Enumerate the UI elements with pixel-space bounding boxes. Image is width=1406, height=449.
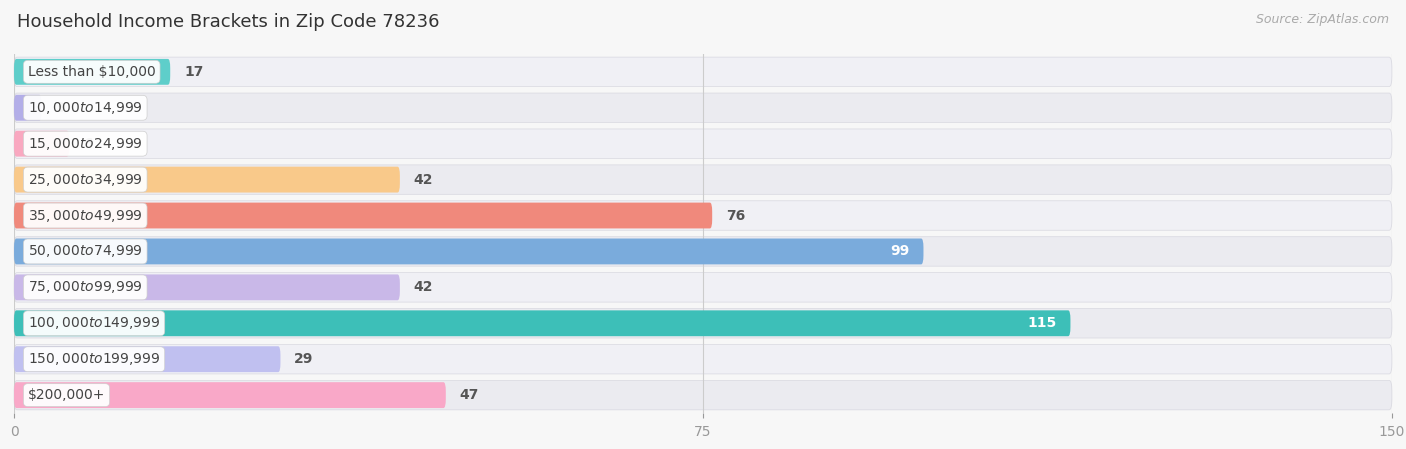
Text: 6: 6 [83, 136, 93, 151]
Text: Household Income Brackets in Zip Code 78236: Household Income Brackets in Zip Code 78… [17, 13, 439, 31]
Text: 42: 42 [413, 280, 433, 295]
FancyBboxPatch shape [14, 238, 924, 264]
Text: Source: ZipAtlas.com: Source: ZipAtlas.com [1256, 13, 1389, 26]
FancyBboxPatch shape [14, 201, 1392, 230]
Text: $50,000 to $74,999: $50,000 to $74,999 [28, 243, 142, 260]
FancyBboxPatch shape [14, 59, 170, 85]
FancyBboxPatch shape [14, 202, 713, 229]
FancyBboxPatch shape [14, 274, 399, 300]
FancyBboxPatch shape [14, 308, 1392, 338]
Text: $10,000 to $14,999: $10,000 to $14,999 [28, 100, 142, 116]
FancyBboxPatch shape [14, 344, 1392, 374]
Text: $15,000 to $24,999: $15,000 to $24,999 [28, 136, 142, 152]
FancyBboxPatch shape [14, 310, 1070, 336]
FancyBboxPatch shape [14, 346, 280, 372]
FancyBboxPatch shape [14, 380, 1392, 410]
Text: $150,000 to $199,999: $150,000 to $199,999 [28, 351, 160, 367]
Text: 99: 99 [890, 244, 910, 259]
Text: 29: 29 [294, 352, 314, 366]
FancyBboxPatch shape [14, 129, 1392, 158]
FancyBboxPatch shape [14, 167, 399, 193]
FancyBboxPatch shape [14, 165, 1392, 194]
Text: 17: 17 [184, 65, 204, 79]
Text: $25,000 to $34,999: $25,000 to $34,999 [28, 172, 142, 188]
FancyBboxPatch shape [14, 57, 1392, 87]
FancyBboxPatch shape [14, 131, 69, 157]
Text: $35,000 to $49,999: $35,000 to $49,999 [28, 207, 142, 224]
FancyBboxPatch shape [14, 95, 42, 121]
FancyBboxPatch shape [14, 237, 1392, 266]
Text: Less than $10,000: Less than $10,000 [28, 65, 156, 79]
Text: 3: 3 [55, 101, 65, 115]
Text: 47: 47 [460, 388, 479, 402]
Text: $100,000 to $149,999: $100,000 to $149,999 [28, 315, 160, 331]
Text: $200,000+: $200,000+ [28, 388, 105, 402]
FancyBboxPatch shape [14, 273, 1392, 302]
Text: 115: 115 [1028, 316, 1057, 330]
Text: $75,000 to $99,999: $75,000 to $99,999 [28, 279, 142, 295]
FancyBboxPatch shape [14, 93, 1392, 123]
Text: 76: 76 [725, 208, 745, 223]
FancyBboxPatch shape [14, 382, 446, 408]
Text: 42: 42 [413, 172, 433, 187]
